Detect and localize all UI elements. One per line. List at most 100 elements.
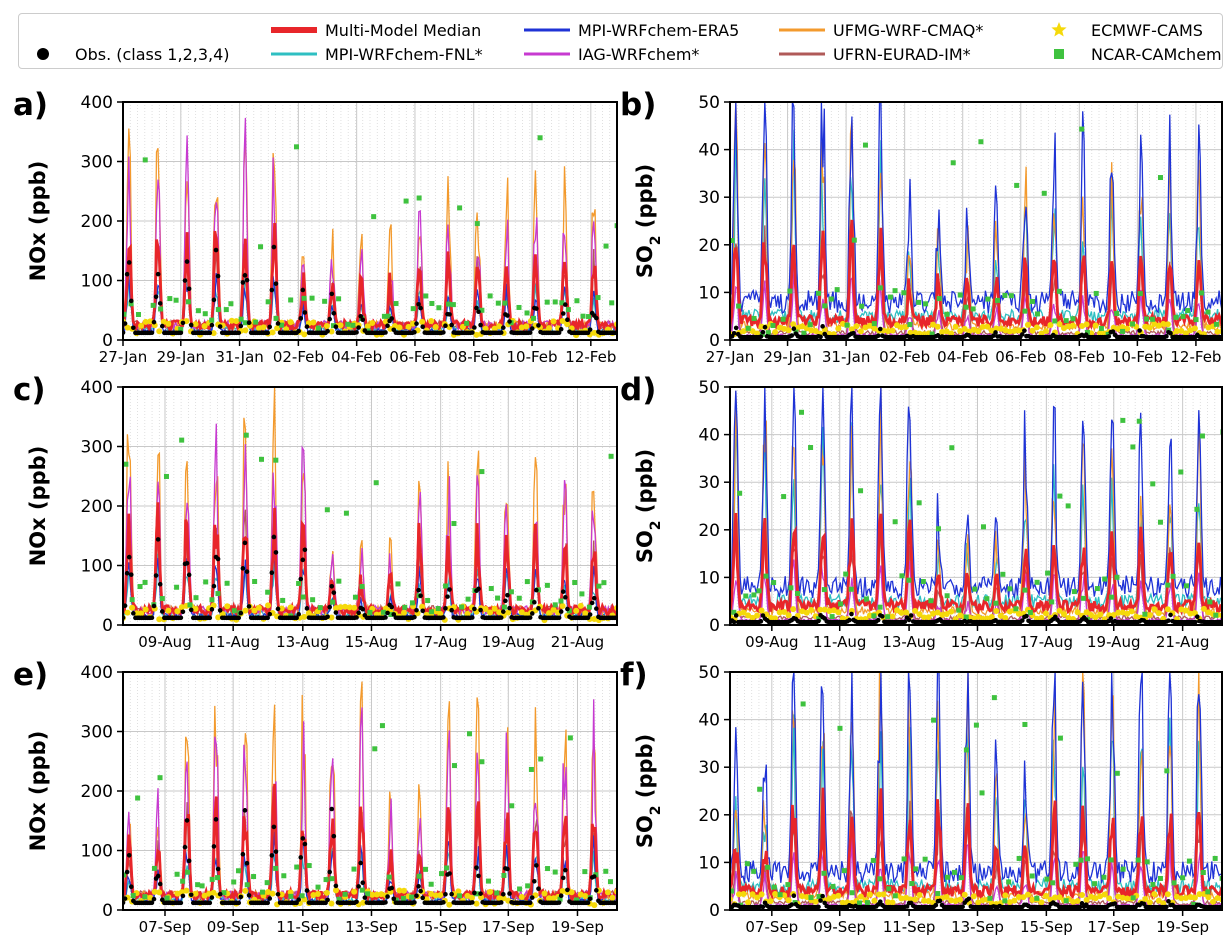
camchem-marker [273, 457, 279, 463]
camsmarker [889, 327, 896, 334]
camchem-marker [557, 896, 563, 902]
camchem-marker [765, 330, 771, 336]
camsmarker [1164, 606, 1171, 613]
camchem-marker [451, 521, 457, 527]
camsmarker [1200, 605, 1207, 612]
camsmarker [1056, 607, 1063, 614]
camsmarker [1191, 894, 1198, 901]
camchem-marker [352, 594, 358, 600]
camchem-marker [185, 299, 191, 305]
camsmarker [930, 321, 937, 328]
legend-label: UFMG-WRF-CMAQ* [833, 21, 983, 40]
camchem-marker [1157, 175, 1163, 181]
camchem-marker [1114, 574, 1120, 580]
camsmarker [400, 609, 407, 616]
obs-point [296, 611, 301, 617]
camchem-marker [359, 887, 365, 893]
camchem-marker [771, 884, 777, 890]
camsmarker [192, 605, 199, 612]
obs-point [298, 576, 304, 582]
xtick-label: 11-Sep [883, 918, 936, 936]
camchem-marker [1007, 586, 1013, 592]
legend-item-obs-class-1-2-3-4: Obs. (class 1,2,3,4) [37, 45, 230, 64]
camsmarker [174, 608, 181, 615]
camsmarker [328, 328, 335, 335]
obs-point [1022, 328, 1027, 333]
ytick-label: 200 [81, 497, 113, 517]
camsmarker [337, 604, 344, 611]
camchem-marker [459, 604, 465, 610]
camchem-marker [857, 900, 863, 906]
obs-point [594, 888, 599, 893]
camsmarker [817, 606, 824, 613]
camsmarker [577, 891, 584, 898]
obs-point [1137, 328, 1142, 333]
camchem-marker [494, 890, 500, 896]
camsmarker [790, 606, 797, 613]
camchem-marker [336, 296, 342, 302]
xtick-label: 15-Aug [951, 633, 1004, 651]
xtick-label: 15-Sep [414, 918, 467, 936]
camchem-marker [1084, 856, 1090, 862]
camchem-marker [316, 325, 322, 331]
camsmarker [1142, 323, 1149, 330]
obs-point [325, 328, 330, 334]
obs-point [188, 322, 194, 328]
camchem-marker [1180, 875, 1186, 881]
camchem-marker [566, 608, 572, 614]
camsmarker [1070, 898, 1077, 905]
legend-marker [1051, 22, 1067, 37]
camsmarker [1006, 328, 1013, 335]
camsmarker [957, 896, 964, 903]
panel-label: e) [13, 657, 48, 693]
camsmarker [1205, 609, 1212, 616]
camchem-marker [410, 306, 416, 312]
camchem-marker [501, 604, 507, 610]
obs-point [563, 867, 568, 873]
obs-point [498, 900, 504, 905]
series-line-mpi-wrfchem-era5 [730, 672, 1222, 886]
camchem-marker [509, 803, 515, 809]
obs-point [356, 610, 361, 616]
legend-label: Obs. (class 1,2,3,4) [75, 45, 230, 64]
obs-point [820, 893, 825, 899]
camsmarker [745, 612, 752, 619]
obs-point [236, 615, 242, 621]
camsmarker [1124, 610, 1131, 617]
camchem-marker [886, 886, 892, 892]
camsmarker [378, 891, 385, 898]
camsmarker [1079, 322, 1086, 329]
camchem-marker [1041, 190, 1047, 196]
obs-point [126, 554, 132, 560]
obs-point [818, 898, 823, 903]
camsmarker [478, 894, 485, 901]
camchem-marker [215, 307, 221, 313]
obs-point [902, 619, 908, 624]
camsmarker [862, 324, 869, 331]
camsmarker [573, 607, 580, 614]
camchem-marker [446, 301, 452, 307]
camchem-marker [756, 588, 762, 594]
camsmarker [853, 323, 860, 330]
camsmarker [1002, 892, 1009, 899]
camsmarker [1083, 897, 1090, 904]
camchem-marker [465, 596, 471, 602]
obs-point [209, 607, 215, 612]
camsmarker [808, 606, 815, 613]
camsmarker [446, 901, 453, 908]
obs-point [217, 608, 223, 613]
obs-point [501, 325, 506, 330]
camchem-marker [524, 579, 530, 585]
panel-label: c) [13, 372, 46, 408]
camsmarker [142, 606, 149, 613]
camchem-marker [849, 890, 855, 896]
camchem-marker [135, 795, 141, 801]
camchem-marker [877, 285, 883, 291]
camchem-marker [731, 609, 737, 615]
camchem-marker [1016, 855, 1022, 861]
camchem-marker [435, 606, 441, 612]
camchem-marker [1136, 418, 1142, 424]
camchem-marker [1002, 898, 1008, 904]
camchem-marker [799, 409, 805, 415]
camchem-marker [1044, 876, 1050, 882]
